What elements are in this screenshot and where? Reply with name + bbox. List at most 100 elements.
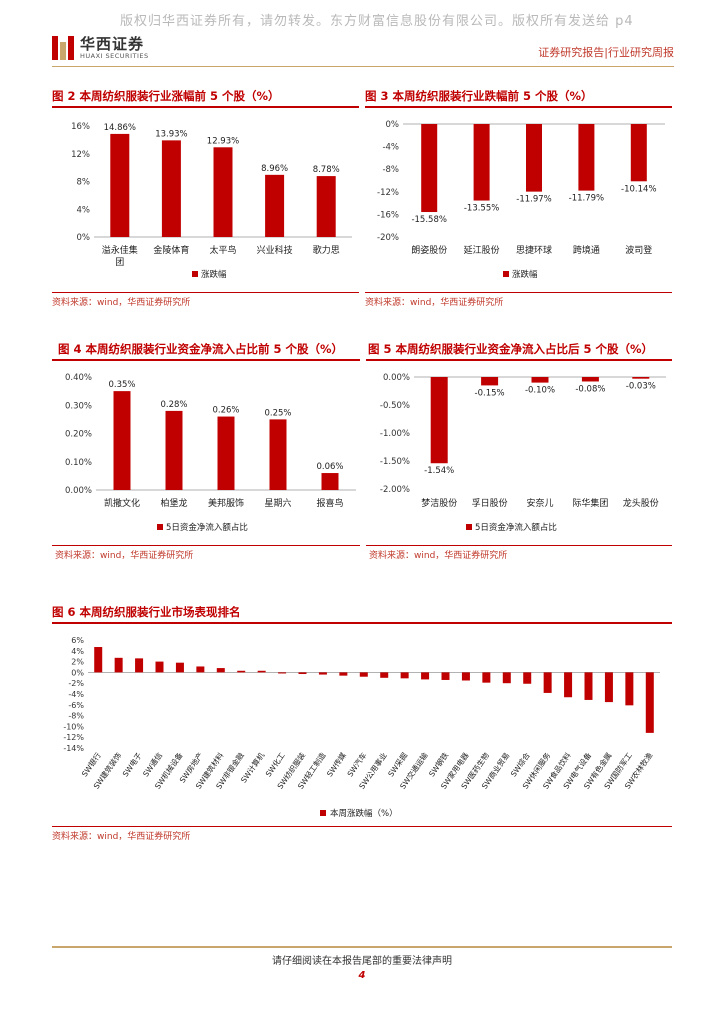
y-tick-label: -8% <box>382 165 399 175</box>
fig3-top-border <box>365 106 672 108</box>
bar <box>278 672 287 674</box>
bar <box>110 133 130 237</box>
y-tick-label: -0.50% <box>380 401 410 411</box>
legend-swatch <box>466 524 472 530</box>
footer-divider <box>52 946 672 948</box>
y-tick-label: -10% <box>63 722 84 731</box>
y-tick-label: 0.40% <box>65 373 92 383</box>
legend-swatch <box>503 271 509 277</box>
data-label: -13.55% <box>464 204 499 214</box>
data-label: -0.15% <box>475 388 505 398</box>
y-tick-label: 4% <box>77 205 91 215</box>
fig6-bottom-border <box>52 826 672 827</box>
y-tick-label: -16% <box>377 210 399 220</box>
bar <box>269 419 287 490</box>
bar <box>481 377 499 386</box>
category-label: SW传媒 <box>324 750 348 778</box>
fig3-chart: 0% -4% -8% -12% -16% -20% -15.58% 朗姿股份 -13.55% 延江… <box>365 108 672 290</box>
bar <box>213 147 233 237</box>
y-tick-label: 12% <box>71 150 90 160</box>
bar <box>581 377 599 382</box>
y-tick-label: 0% <box>77 233 91 243</box>
page-number: 4 <box>358 970 366 981</box>
bar <box>400 672 409 679</box>
watermark-text: 版权归华西证券所有，请勿转发。东方财富信息股份有限公司。版权所有发送给 p4 <box>120 14 634 29</box>
y-tick-label: -12% <box>63 733 84 742</box>
bar <box>321 473 339 490</box>
bar <box>632 377 650 379</box>
y-tick-label: 6% <box>71 636 84 645</box>
fig4-bottom-border <box>52 545 360 546</box>
y-tick-label: -4% <box>382 143 399 153</box>
data-label: 0.26% <box>212 406 239 416</box>
category-label: 兴业科技 <box>257 244 293 256</box>
category-label: 太平鸟 <box>209 244 236 256</box>
bar <box>94 647 103 673</box>
legend-swatch <box>320 810 326 816</box>
y-tick-label: 2% <box>71 658 84 667</box>
bar <box>531 377 549 383</box>
fig4-chart: 0.00% 0.10% 0.20% 0.30% 0.40% 0.35% 凯撒文化 0.28% 柏… <box>52 361 360 543</box>
bar <box>578 124 595 191</box>
category-label: 思捷环球 <box>516 244 552 256</box>
y-tick-label: -14% <box>63 744 84 753</box>
y-tick-label: 16% <box>71 122 90 132</box>
legend-label: 涨跌幅 <box>201 269 227 280</box>
data-label: 14.86% <box>104 123 136 133</box>
data-label: 8.78% <box>313 165 340 175</box>
bar <box>135 658 144 673</box>
y-tick-label: 0% <box>71 668 84 677</box>
y-tick-label: 0.20% <box>65 430 92 440</box>
fig4-source: 资料来源：wind，华西证券研究所 <box>55 551 194 561</box>
logo-english: HUAXI SECURITIES <box>80 52 149 60</box>
bar <box>113 391 131 490</box>
fig6-top-border <box>52 622 672 624</box>
data-label: -15.58% <box>411 215 446 225</box>
y-tick-label: -12% <box>377 188 399 198</box>
fig2-bottom-border <box>52 292 359 293</box>
bar <box>421 672 430 680</box>
y-tick-label: 0.00% <box>383 373 410 383</box>
data-label: -0.03% <box>626 382 656 392</box>
y-tick-label: -1.50% <box>380 457 410 467</box>
bar <box>216 668 225 673</box>
legend-label: 5日资金净流入额占比 <box>166 522 248 533</box>
data-label: 0.28% <box>160 400 187 410</box>
category-label: 孚日股份 <box>472 497 508 509</box>
category-label: 延江股份 <box>464 244 500 256</box>
data-label: -11.97% <box>516 195 551 205</box>
fig6-title: 图 6 本周纺织服装行业市场表现排名 <box>52 605 241 619</box>
bar <box>645 672 654 733</box>
bar <box>114 657 123 673</box>
data-label: 0.25% <box>264 408 291 418</box>
category-label: 龙头股份 <box>623 497 659 509</box>
y-tick-label: -4% <box>68 690 84 699</box>
bar <box>523 672 532 684</box>
bar <box>298 672 307 675</box>
category-label: 溢永佳集 <box>102 244 138 256</box>
y-tick-label: 0% <box>386 120 400 130</box>
category-label: 朗姿股份 <box>411 244 447 256</box>
bar <box>257 670 266 673</box>
bar <box>339 672 348 676</box>
fig2-source: 资料来源：wind，华西证券研究所 <box>52 298 191 308</box>
category-label: 波司登 <box>625 244 652 256</box>
bar <box>155 661 164 673</box>
data-label: 0.06% <box>316 462 343 472</box>
fig5-top-border <box>366 359 672 361</box>
fig5-chart: 0.00% -0.50% -1.00% -1.50% -2.00% -1.54% 梦洁股份 -… <box>366 361 672 543</box>
report-type: 证券研究报告|行业研究周报 <box>538 46 674 59</box>
category-label: 歌力思 <box>313 244 340 256</box>
bar <box>265 174 285 237</box>
data-label: -1.54% <box>424 466 454 476</box>
y-tick-label: 4% <box>71 647 84 656</box>
header-divider <box>52 66 674 67</box>
legend-label: 涨跌幅 <box>512 269 538 280</box>
bar <box>625 672 634 706</box>
data-label: 8.96% <box>261 164 288 174</box>
bar <box>482 672 491 683</box>
data-label: -11.79% <box>569 194 604 204</box>
bar <box>161 140 181 237</box>
legend-label: 5日资金净流入额占比 <box>475 522 557 533</box>
y-tick-label: -8% <box>68 712 84 721</box>
